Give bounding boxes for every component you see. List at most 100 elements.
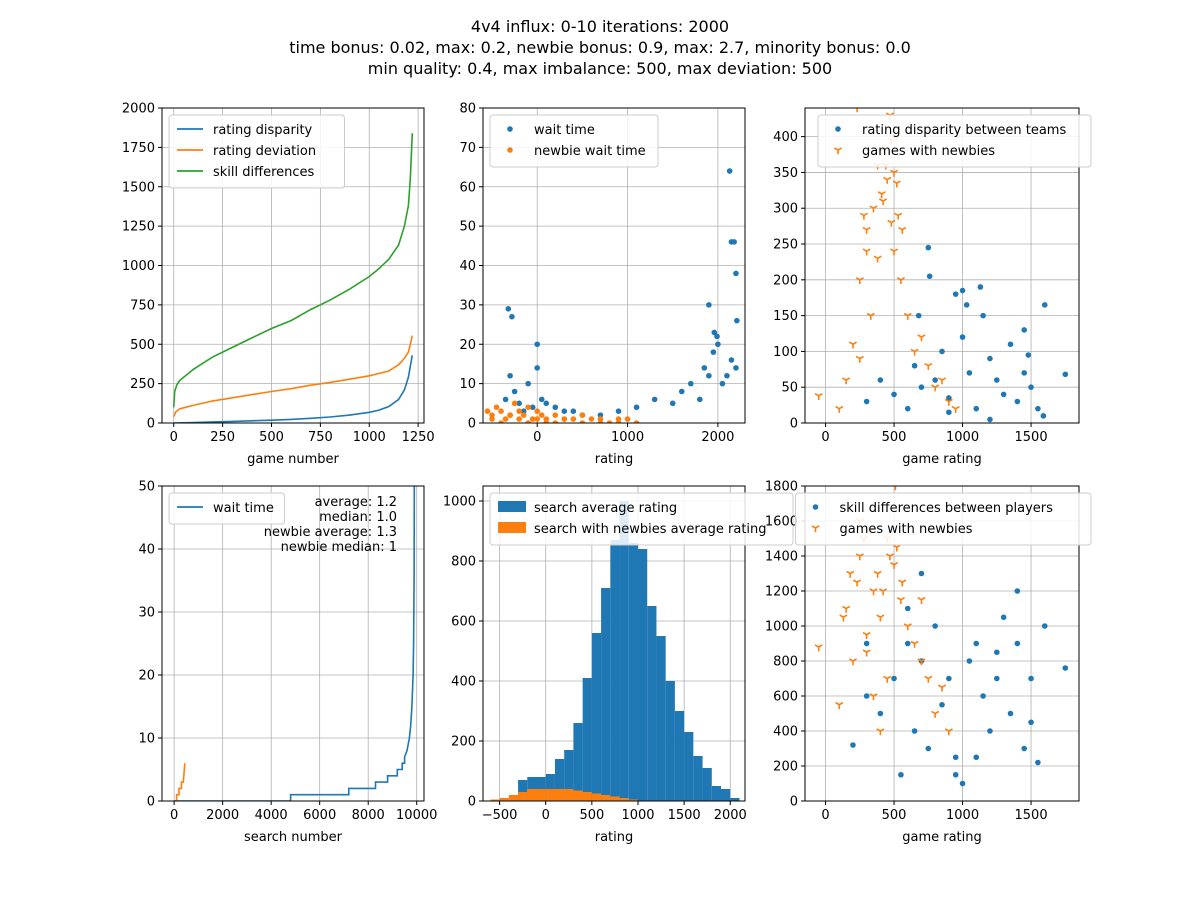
scatter-point xyxy=(561,408,568,414)
legend: wait time xyxy=(168,492,285,525)
y-tick-label: 0 xyxy=(468,417,476,432)
scatter-point xyxy=(734,317,740,324)
x-tick-label: 0 xyxy=(821,808,829,823)
scatter-marker xyxy=(879,198,888,206)
histogram-bar xyxy=(564,750,574,801)
scatter-point xyxy=(509,313,515,320)
y-tick-label: 800 xyxy=(773,655,798,670)
histogram-bar xyxy=(721,789,731,801)
scatter-point xyxy=(1028,675,1034,682)
scatter-point xyxy=(502,396,509,403)
scatter-point xyxy=(543,416,550,422)
x-tick-label: 1500 xyxy=(1015,808,1048,823)
scatter-point xyxy=(863,398,870,405)
scatter-point xyxy=(1014,640,1021,647)
scatter-marker xyxy=(835,405,844,413)
legend-box xyxy=(168,114,345,189)
legend-swatch xyxy=(812,504,819,510)
scatter-point xyxy=(1007,710,1014,717)
series-line xyxy=(174,763,186,801)
scatter-marker xyxy=(944,398,953,406)
subplot-2: 0 1000 2000 0 10 20 30 40 50 60 70 80 rating wait tim… xyxy=(459,102,746,467)
y-tick-label: 50 xyxy=(459,220,476,235)
x-tick-label: 10000 xyxy=(396,808,437,823)
y-tick-label: 60 xyxy=(459,180,476,195)
scatter-marker xyxy=(885,553,894,561)
histogram-bar xyxy=(582,678,592,801)
legend-label: rating disparity between teams xyxy=(862,123,1066,138)
scatter-point xyxy=(706,302,712,308)
x-tick-label: 1000 xyxy=(946,430,979,445)
scatter-point xyxy=(904,405,911,412)
x-tick-label: 500 xyxy=(259,430,284,445)
scatter-marker xyxy=(876,728,885,736)
scatter-point xyxy=(966,370,973,376)
y-tick-label: 500 xyxy=(130,338,155,353)
scatter-point xyxy=(1021,745,1027,752)
plot-area xyxy=(174,486,416,801)
scatter-marker xyxy=(937,377,947,385)
scatter-point xyxy=(579,412,586,418)
scatter-point xyxy=(973,754,980,761)
scatter-point xyxy=(687,380,694,387)
x-tick-label: 0 xyxy=(542,808,550,823)
scatter-point xyxy=(516,416,522,422)
scatter-point xyxy=(543,400,550,407)
scatter-point xyxy=(939,701,945,708)
scatter-point xyxy=(606,420,613,423)
y-tick-label: 1800 xyxy=(765,480,798,495)
scatter-point xyxy=(891,675,897,682)
scatter-point xyxy=(973,640,980,647)
legend-label: newbie wait time xyxy=(534,144,646,159)
scatter-marker xyxy=(892,180,901,188)
scatter-point xyxy=(493,404,500,411)
subplots: 0 250 500 750 1000 12500250500750100012501500… xyxy=(122,102,1092,845)
scatter-point xyxy=(926,273,933,280)
scatter-point xyxy=(1041,623,1048,629)
scatter-point xyxy=(918,570,925,577)
histogram-bar xyxy=(610,796,620,801)
histogram-bar xyxy=(628,799,638,801)
legend-label: skill differences between players xyxy=(840,501,1054,516)
scatter-marker xyxy=(862,248,871,256)
x-tick-label: 4000 xyxy=(255,808,288,823)
scatter-marker xyxy=(877,191,886,199)
scatter-marker xyxy=(848,341,858,349)
legend-label: search with newbies average rating xyxy=(534,522,767,537)
histogram-bar xyxy=(730,798,740,801)
scatter-point xyxy=(959,780,966,787)
scatter-point xyxy=(570,408,577,414)
scatter-point xyxy=(511,388,518,395)
scatter-point xyxy=(624,416,631,422)
histogram-bar xyxy=(674,711,685,801)
y-tick-label: 0 xyxy=(147,795,155,810)
x-tick-label: 750 xyxy=(308,430,333,445)
scatter-point xyxy=(588,416,595,422)
legend-box xyxy=(489,114,659,168)
y-tick-label: 50 xyxy=(138,480,155,495)
scatter-point xyxy=(952,771,959,778)
scatter-point xyxy=(597,412,604,418)
scatter-point xyxy=(516,408,522,414)
histogram-bar xyxy=(554,759,565,801)
scatter-point xyxy=(918,384,925,391)
scatter-marker xyxy=(889,561,899,570)
scatter-point xyxy=(633,404,640,411)
y-tick-label: 200 xyxy=(773,273,798,288)
scatter-point xyxy=(1000,614,1007,621)
scatter-point xyxy=(987,355,993,362)
figure-title: 4v4 influx: 0-10 iterations: 2000 time b… xyxy=(289,17,911,78)
scatter-point xyxy=(579,420,586,423)
y-tick-label: 150 xyxy=(773,309,798,324)
y-tick-label: 1750 xyxy=(122,141,155,156)
legend-swatch xyxy=(835,126,841,132)
scatter-point xyxy=(516,400,522,407)
scatter-point xyxy=(505,306,512,312)
legend: skill differences between players games w… xyxy=(795,492,1092,546)
legend-label: rating deviation xyxy=(213,144,316,159)
scatter-marker xyxy=(855,355,864,363)
x-tick-label: 8000 xyxy=(352,808,385,823)
x-tick-label: 1000 xyxy=(946,808,979,823)
x-tick-label: 2000 xyxy=(701,430,734,445)
scatter-marker xyxy=(835,701,844,710)
